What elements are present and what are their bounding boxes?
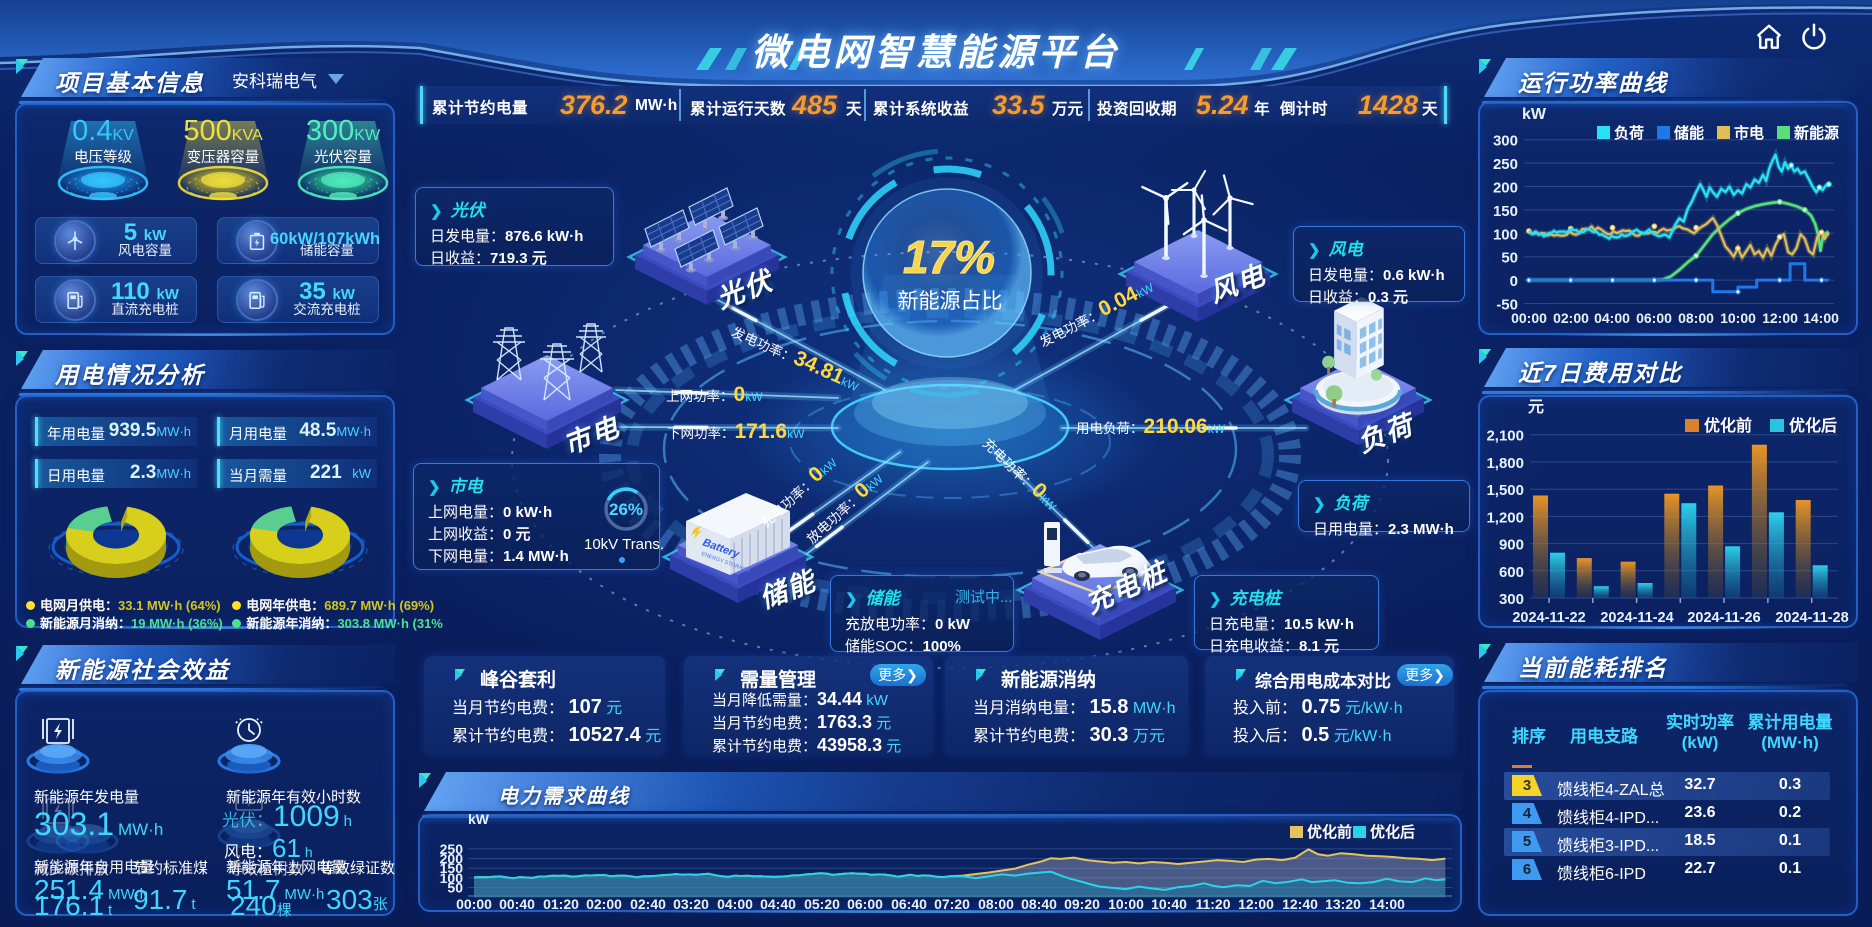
svg-text:优化后: 优化后 [1789,416,1837,435]
svg-text:2024-11-24: 2024-11-24 [1600,610,1673,626]
svg-text:元: 元 [1528,399,1544,416]
svg-text:10:00: 10:00 [1108,896,1144,912]
svg-text:12:00: 12:00 [1238,896,1274,912]
svg-text:03:20: 03:20 [673,896,709,912]
svg-text:02:40: 02:40 [630,896,666,912]
svg-text:1,500: 1,500 [1486,482,1524,499]
svg-text:.: . [947,203,950,214]
svg-text:250: 250 [440,841,464,857]
svg-text:08:40: 08:40 [1021,896,1057,912]
svg-text:负荷: 负荷 [1614,124,1644,142]
svg-text:1,800: 1,800 [1486,455,1524,472]
svg-text:08:00: 08:00 [1678,310,1714,326]
svg-text:300: 300 [1499,591,1524,608]
svg-text:06:00: 06:00 [847,896,883,912]
svg-text:01:20: 01:20 [543,896,579,912]
svg-text:150: 150 [440,860,464,876]
svg-text:05:20: 05:20 [804,896,840,912]
svg-text:04:00: 04:00 [1594,310,1630,326]
svg-text:2024-11-26: 2024-11-26 [1687,610,1760,626]
svg-text:12:40: 12:40 [1282,896,1318,912]
svg-text:kW: kW [1522,106,1547,123]
svg-text:07:20: 07:20 [934,896,970,912]
svg-text:2024-11-22: 2024-11-22 [1512,610,1585,626]
svg-text:2,100: 2,100 [1486,428,1524,445]
svg-text:10:00: 10:00 [1720,310,1756,326]
svg-text:50: 50 [1501,250,1518,267]
svg-text:600: 600 [1499,564,1524,581]
svg-text:17%: 17% [903,231,995,283]
svg-text:10:40: 10:40 [1151,896,1187,912]
svg-text:02:00: 02:00 [586,896,622,912]
svg-text:优化前: 优化前 [1307,823,1352,841]
svg-text:2024-11-28: 2024-11-28 [1775,610,1848,626]
svg-text:250: 250 [1493,156,1518,173]
svg-text:优化前: 优化前 [1704,416,1752,435]
svg-text:150: 150 [1493,203,1518,220]
svg-text:12:00: 12:00 [1762,310,1798,326]
svg-text:09:20: 09:20 [1064,896,1100,912]
svg-text:13:20: 13:20 [1325,896,1361,912]
svg-text:新能源占比: 新能源占比 [898,290,1003,313]
svg-text:14:00: 14:00 [1803,310,1839,326]
svg-text:00:00: 00:00 [456,896,492,912]
svg-text:08:00: 08:00 [978,896,1014,912]
svg-text:市电: 市电 [1734,124,1764,142]
svg-text:00:00: 00:00 [1511,310,1547,326]
svg-text:100: 100 [1493,226,1518,243]
svg-text:200: 200 [440,851,464,867]
svg-text:1,200: 1,200 [1486,509,1524,526]
svg-text:新能源: 新能源 [1794,124,1839,142]
svg-text:00:40: 00:40 [499,896,535,912]
svg-text:储能: 储能 [1674,124,1704,142]
svg-text:kW: kW [468,814,490,827]
svg-text:04:40: 04:40 [760,896,796,912]
svg-text:300: 300 [1493,133,1518,150]
svg-text:900: 900 [1499,537,1524,554]
svg-text:-50: -50 [1496,297,1518,314]
svg-text:06:00: 06:00 [1636,310,1672,326]
svg-text:200: 200 [1493,180,1518,197]
svg-text:26%: 26% [609,500,643,519]
svg-text:14:00: 14:00 [1369,896,1405,912]
svg-text:02:00: 02:00 [1553,310,1589,326]
svg-text:优化后: 优化后 [1370,823,1415,841]
svg-text:100: 100 [440,870,464,886]
svg-text:06:40: 06:40 [891,896,927,912]
svg-text:11:20: 11:20 [1195,896,1230,912]
svg-text:04:00: 04:00 [717,896,753,912]
svg-text:50: 50 [447,880,463,896]
svg-text:0: 0 [1510,273,1518,290]
